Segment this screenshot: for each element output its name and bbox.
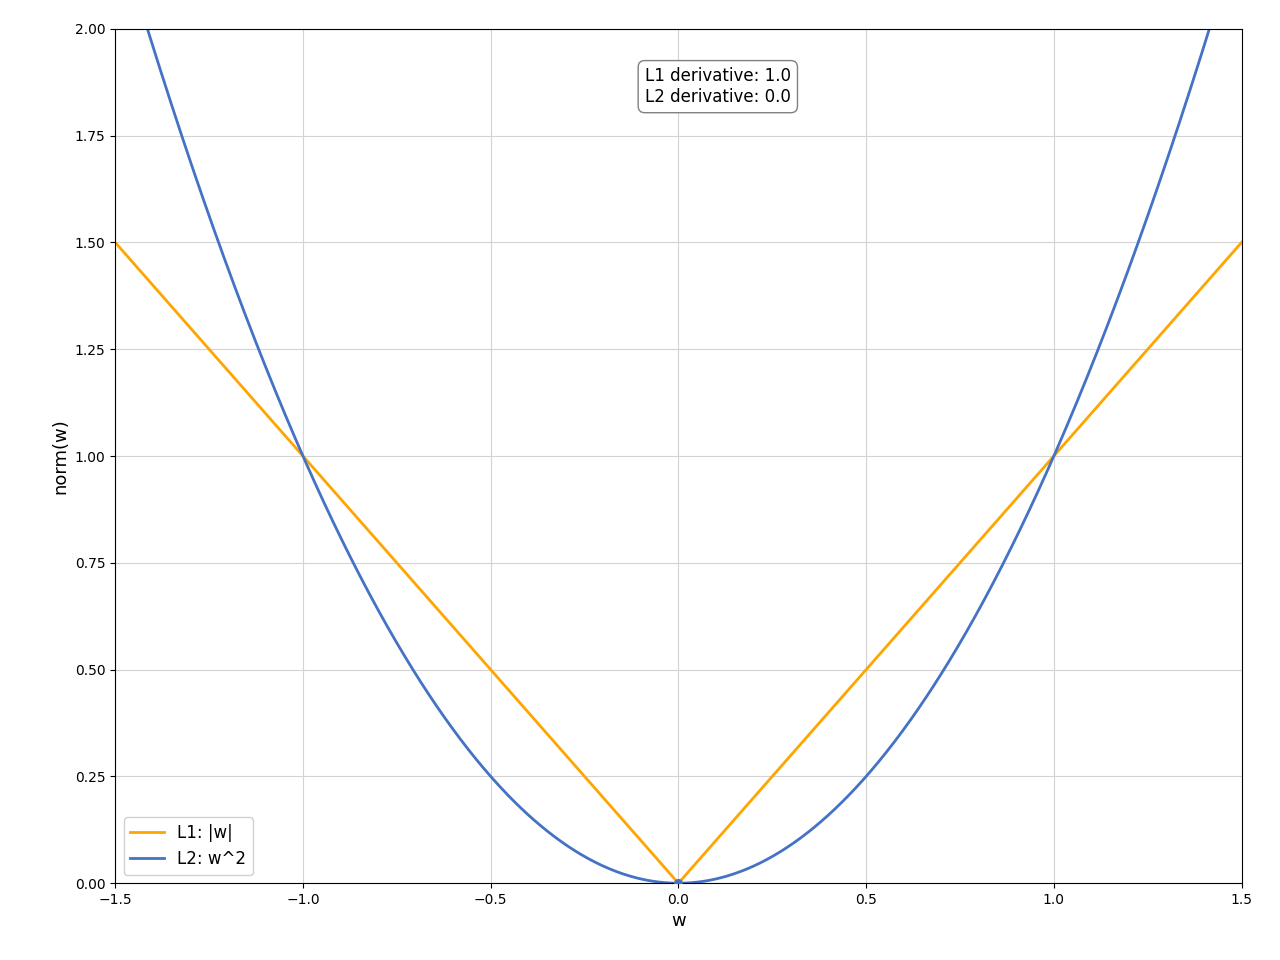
L2: w^2: (-0.179, 0.0319): w^2: (-0.179, 0.0319) [604,864,620,876]
Legend: L1: |w|, L2: w^2: L1: |w|, L2: w^2 [124,817,252,875]
Line: L1: |w|: L1: |w| [115,243,1242,882]
L1: |w|: (-1.5, 1.5): |w|: (-1.5, 1.5) [108,237,123,249]
Line: L2: w^2: L2: w^2 [115,0,1242,883]
L2: w^2: (-1.19, 1.42): w^2: (-1.19, 1.42) [223,269,238,280]
L2: w^2: (0.563, 0.317): w^2: (0.563, 0.317) [882,742,897,754]
L1: |w|: (-0.0015, 0.0015): |w|: (-0.0015, 0.0015) [671,876,686,888]
X-axis label: w: w [671,912,686,930]
L2: w^2: (0.842, 0.71): w^2: (0.842, 0.71) [987,574,1002,586]
Point [668,876,689,891]
L1: |w|: (-0.179, 0.179): |w|: (-0.179, 0.179) [604,801,620,812]
L1: |w|: (1.5, 1.5): |w|: (1.5, 1.5) [1234,237,1249,249]
L1: |w|: (0.842, 0.842): |w|: (0.842, 0.842) [987,517,1002,529]
L1: |w|: (-0.287, 0.287): |w|: (-0.287, 0.287) [563,755,579,766]
Text: L1 derivative: 1.0
L2 derivative: 0.0: L1 derivative: 1.0 L2 derivative: 0.0 [645,67,791,106]
L2: w^2: (0.896, 0.804): w^2: (0.896, 0.804) [1007,534,1023,545]
L1: |w|: (-1.19, 1.19): |w|: (-1.19, 1.19) [223,368,238,379]
L2: w^2: (-0.0015, 2.25e-06): w^2: (-0.0015, 2.25e-06) [671,877,686,889]
L2: w^2: (-0.287, 0.0822): w^2: (-0.287, 0.0822) [563,842,579,853]
Y-axis label: norm(w): norm(w) [51,419,69,493]
L1: |w|: (0.896, 0.896): |w|: (0.896, 0.896) [1007,494,1023,506]
L1: |w|: (0.563, 0.563): |w|: (0.563, 0.563) [882,636,897,648]
